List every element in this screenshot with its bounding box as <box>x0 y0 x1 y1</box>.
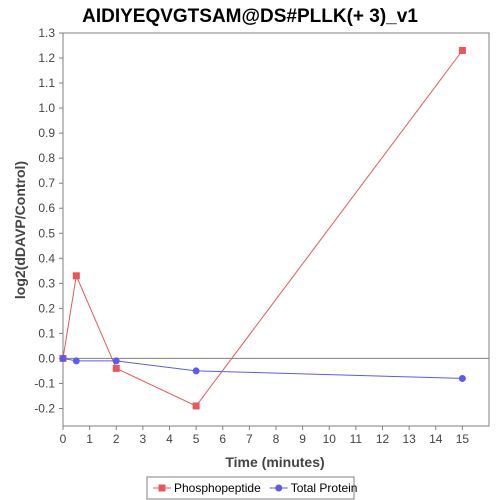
data-point-phosphopeptide <box>112 364 120 372</box>
y-tick-label: 1.2 <box>38 51 55 65</box>
x-tick-label: 1 <box>86 432 93 446</box>
y-tick-label: 1.3 <box>38 26 55 40</box>
y-tick-label: 1.1 <box>38 76 55 90</box>
legend-marker-total-protein <box>275 484 283 492</box>
y-tick-label: -0.1 <box>34 376 55 390</box>
y-tick-label: 0.0 <box>38 351 55 365</box>
x-tick-label: 5 <box>193 432 200 446</box>
x-tick-label: 13 <box>402 432 416 446</box>
y-tick-label: 0.3 <box>38 276 55 290</box>
data-point-phosphopeptide <box>192 402 200 410</box>
x-tick-label: 9 <box>299 432 306 446</box>
y-tick-label: 0.6 <box>38 201 55 215</box>
x-tick-label: 11 <box>350 432 363 446</box>
x-axis: 0 1 2 3 4 5 6 7 8 9 10 11 12 13 14 15 <box>60 426 470 446</box>
plot-area <box>62 32 490 427</box>
x-tick-label: 12 <box>376 432 390 446</box>
legend-label-phosphopeptide: Phosphopeptide <box>174 481 261 495</box>
y-tick-label: 1.0 <box>38 101 55 115</box>
x-tick-label: 14 <box>429 432 443 446</box>
y-tick-label: 0.1 <box>38 326 55 340</box>
x-tick-label: 10 <box>323 432 337 446</box>
y-axis-title: log2(dDAVP/Control) <box>12 161 28 299</box>
legend-marker-phosphopeptide <box>158 484 166 492</box>
x-tick-label: 7 <box>246 432 253 446</box>
y-tick-label: 0.9 <box>38 126 55 140</box>
x-tick-label: 0 <box>60 432 67 446</box>
y-tick-label: 0.4 <box>38 251 55 265</box>
data-point-total-protein <box>112 357 120 365</box>
y-tick-label: 0.5 <box>38 226 55 240</box>
x-tick-label: 15 <box>456 432 470 446</box>
legend-label-total-protein: Total Protein <box>291 481 358 495</box>
data-point-phosphopeptide <box>458 47 466 55</box>
y-tick-label: 0.7 <box>38 176 55 190</box>
y-axis: -0.2 -0.1 0.0 0.1 0.2 0.3 0.4 0.5 0.6 0.7 0.8 0.9 1.… <box>34 26 63 415</box>
data-point-total-protein <box>59 354 67 362</box>
x-tick-label: 4 <box>166 432 173 446</box>
data-point-total-protein <box>192 367 200 375</box>
y-tick-label: 0.8 <box>38 151 55 165</box>
x-tick-label: 2 <box>113 432 120 446</box>
data-point-total-protein <box>72 357 80 365</box>
series-group <box>59 47 466 410</box>
x-axis-title: Time (minutes) <box>225 454 324 470</box>
legend: Phosphopeptide Total Protein <box>146 476 358 500</box>
y-tick-label: -0.2 <box>34 401 55 415</box>
data-point-phosphopeptide <box>72 272 80 280</box>
x-tick-label: 3 <box>140 432 147 446</box>
data-point-total-protein <box>458 374 466 382</box>
chart-title: AIDIYEQVGTSAM@DS#PLLK(+ 3)_v1 <box>82 6 418 27</box>
x-tick-label: 6 <box>219 432 226 446</box>
legend-box <box>146 476 355 500</box>
y-tick-label: 0.2 <box>38 301 55 315</box>
x-tick-label: 8 <box>273 432 280 446</box>
